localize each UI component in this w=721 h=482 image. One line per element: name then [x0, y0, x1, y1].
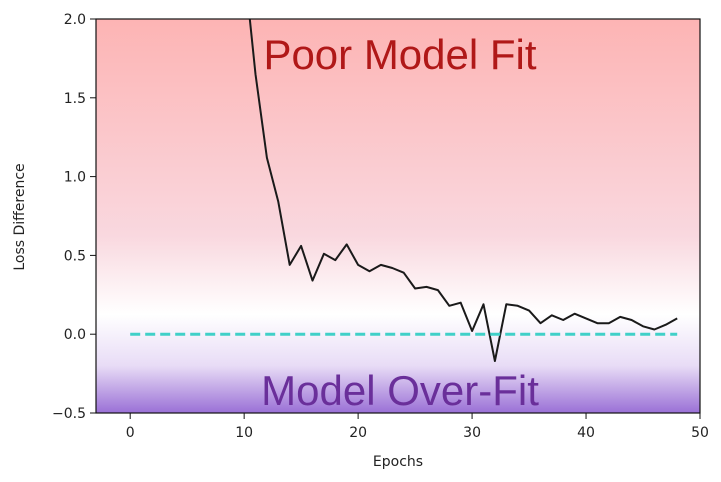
x-tick-label: 20 — [349, 425, 367, 441]
x-tick-label: 10 — [235, 425, 253, 441]
y-tick-label: 0.5 — [64, 248, 86, 264]
y-axis-label: Loss Difference — [12, 163, 28, 270]
x-tick-label: 30 — [463, 425, 481, 441]
x-tick-label: 50 — [691, 425, 709, 441]
y-tick-label: 0.0 — [64, 327, 86, 343]
annotation-model-over-fit: Model Over-Fit — [261, 367, 539, 414]
y-tick-label: 2.0 — [64, 12, 86, 28]
annotation-poor-model-fit: Poor Model Fit — [263, 31, 536, 78]
y-tick-label: 1.0 — [64, 170, 86, 186]
y-axis: −0.5 0.0 0.5 1.0 1.5 2.0 — [52, 12, 96, 422]
x-tick-label: 40 — [577, 425, 595, 441]
plot-background — [96, 19, 700, 413]
y-tick-label: −0.5 — [52, 406, 86, 422]
series-layer — [130, 18, 678, 362]
x-axis: 0 10 20 30 40 50 — [126, 413, 709, 441]
x-tick-label: 0 — [126, 425, 135, 441]
y-tick-label: 1.5 — [64, 91, 86, 107]
loss-difference-line — [248, 18, 678, 362]
x-axis-label: Epochs — [373, 454, 423, 470]
plot-frame — [95, 18, 701, 414]
